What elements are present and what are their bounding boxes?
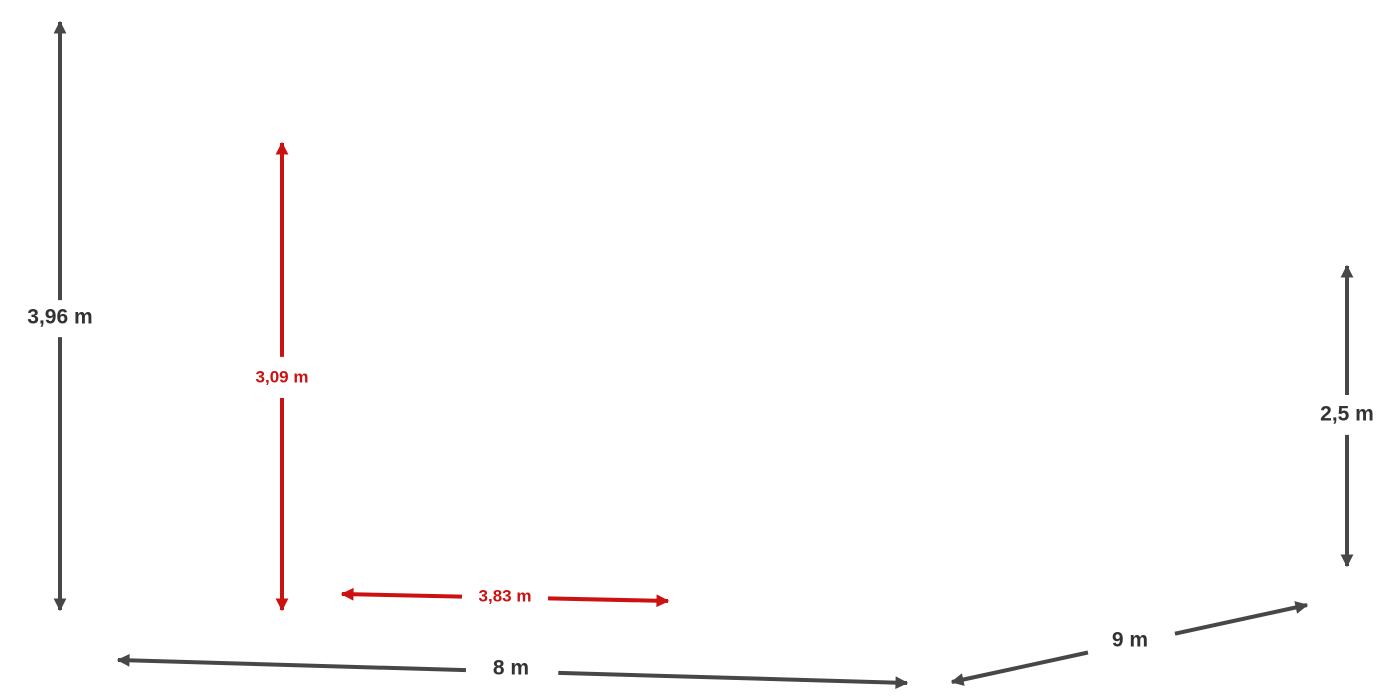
- dimension-label: 3,09 m: [256, 367, 309, 386]
- dimension-label: 9 m: [1112, 629, 1148, 652]
- dimension-label: 3,96 m: [27, 306, 92, 329]
- arrows: [53, 20, 1354, 690]
- dimension-label: 2,5 m: [1320, 403, 1374, 426]
- dimension-arrow: [116, 653, 467, 673]
- dimension-arrow: [950, 650, 1089, 686]
- dimension-arrow: [547, 594, 670, 608]
- dimension-arrow: [340, 587, 463, 601]
- dimension-label: 8 m: [493, 657, 529, 680]
- dimension-label: 3,83 m: [479, 586, 532, 605]
- dimension-arrow: [1174, 601, 1309, 636]
- dimension-arrow: [558, 670, 909, 690]
